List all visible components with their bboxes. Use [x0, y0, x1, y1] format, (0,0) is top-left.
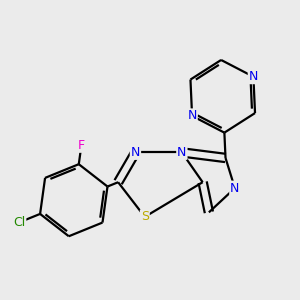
Text: N: N	[188, 110, 197, 122]
Text: N: N	[131, 146, 140, 159]
Text: F: F	[78, 139, 85, 152]
Text: N: N	[230, 182, 240, 195]
Text: N: N	[249, 70, 258, 83]
Text: S: S	[141, 210, 149, 224]
Text: Cl: Cl	[13, 216, 26, 229]
Text: N: N	[177, 146, 187, 159]
